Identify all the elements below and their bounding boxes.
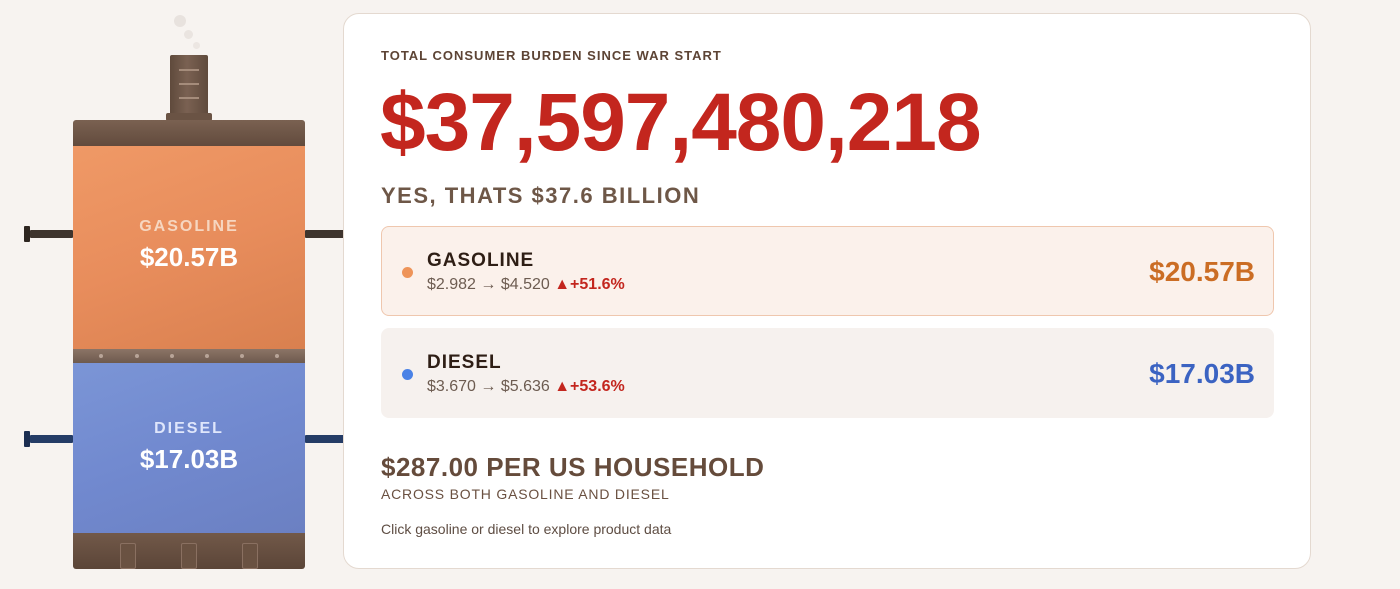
diesel-prices: $3.670 → $5.636 ▲+53.6% <box>427 378 625 396</box>
card-eyebrow: TOTAL CONSUMER BURDEN SINCE WAR START <box>381 48 722 63</box>
diesel-pipe-left <box>30 435 73 443</box>
chimney-ring <box>179 69 199 71</box>
tank-diesel-section[interactable]: DIESEL $17.03B <box>73 363 305 533</box>
tank-diesel-value: $17.03B <box>139 444 239 474</box>
household-subline: ACROSS BOTH GASOLINE AND DIESEL <box>381 486 670 502</box>
tank-foot <box>120 543 136 569</box>
tank-foot <box>181 543 197 569</box>
rivet <box>275 354 279 358</box>
tank-gasoline-section[interactable]: GASOLINE $20.57B <box>73 146 305 349</box>
tank-diesel-label: DIESEL <box>154 420 224 437</box>
tank-chimney <box>170 55 208 117</box>
tank-gasoline-label: GASOLINE <box>139 218 239 235</box>
tank-seam <box>73 349 305 363</box>
diesel-pipe-right <box>305 435 348 443</box>
smoke-puff <box>174 15 186 27</box>
smoke-puff <box>184 30 193 39</box>
smoke-puff <box>193 42 200 49</box>
rivet <box>99 354 103 358</box>
gasoline-row[interactable]: GASOLINE $2.982 → $4.520 ▲+51.6% $20.57B <box>381 226 1274 316</box>
tank-foot <box>242 543 258 569</box>
gasoline-name: GASOLINE <box>427 250 535 271</box>
gasoline-prices: $2.982 → $4.520 ▲+51.6% <box>427 276 625 294</box>
gasoline-dot-icon <box>402 267 413 278</box>
gasoline-pipe-left-cap <box>24 226 30 242</box>
gasoline-pipe-left <box>30 230 73 238</box>
gasoline-price-range: $2.982 → $4.520 <box>427 276 550 293</box>
tank-cap <box>73 120 305 146</box>
explore-hint: Click gasoline or diesel to explore prod… <box>381 521 672 537</box>
gasoline-pipe-right <box>305 230 348 238</box>
rivet <box>170 354 174 358</box>
tank-gasoline-value: $20.57B <box>139 242 239 272</box>
rivet <box>135 354 139 358</box>
chimney-base <box>166 113 212 121</box>
rivet <box>240 354 244 358</box>
diesel-change: ▲+53.6% <box>554 378 625 395</box>
diesel-pipe-left-cap <box>24 431 30 447</box>
diesel-total: $17.03B <box>1149 358 1255 389</box>
household-headline: $287.00 PER US HOUSEHOLD <box>381 452 765 482</box>
gasoline-change: ▲+51.6% <box>554 276 625 293</box>
tank-base <box>73 533 305 569</box>
total-burden-plain: YES, THATS $37.6 BILLION <box>381 183 701 208</box>
diesel-dot-icon <box>402 369 413 380</box>
diesel-price-range: $3.670 → $5.636 <box>427 378 550 395</box>
diesel-name: DIESEL <box>427 352 502 373</box>
consumer-burden-card: TOTAL CONSUMER BURDEN SINCE WAR START $3… <box>343 13 1311 569</box>
diesel-row[interactable]: DIESEL $3.670 → $5.636 ▲+53.6% $17.03B <box>381 328 1274 418</box>
rivet <box>205 354 209 358</box>
chimney-ring <box>179 97 199 99</box>
gasoline-total: $20.57B <box>1149 256 1255 287</box>
chimney-ring <box>179 83 199 85</box>
fuel-tank-illustration: GASOLINE $20.57B DIESEL $17.03B <box>0 0 360 589</box>
total-burden-value: $37,597,480,218 <box>380 77 982 168</box>
